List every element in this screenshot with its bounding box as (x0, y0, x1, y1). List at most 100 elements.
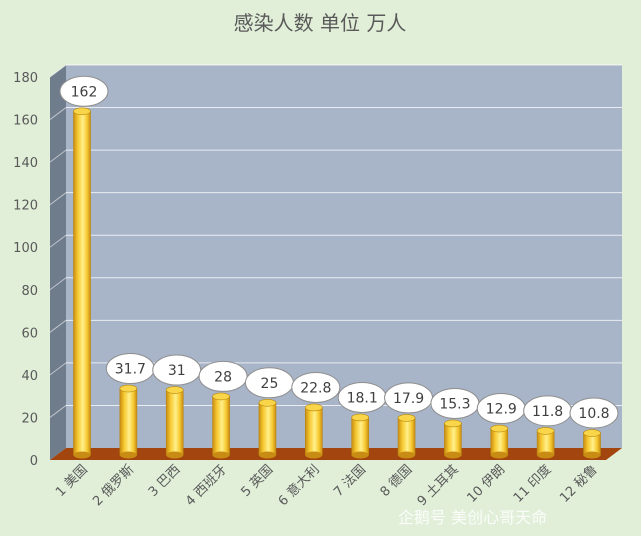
data-label: 162 (59, 75, 109, 107)
bar-base (166, 451, 184, 459)
bar-body (212, 396, 230, 456)
bar-base (490, 451, 508, 459)
gridline-side (49, 405, 67, 418)
bar-body (305, 407, 323, 456)
y-tick-label: 160 (13, 114, 38, 129)
data-label-text: 17.9 (393, 391, 424, 407)
y-axis: 0 20 40 60 80 100 120 140 160 180 (13, 71, 38, 469)
bar-body (165, 389, 184, 456)
x-tick-label: 1 美国 (53, 462, 91, 500)
bar (212, 392, 230, 459)
bar-top (490, 424, 509, 433)
data-label-text: 11.8 (532, 404, 563, 420)
y-tick-label: 0 (30, 454, 38, 469)
data-label-bubble (291, 371, 341, 403)
x-tick-label: 6 意大利 (275, 462, 323, 510)
data-label: 31.7 (105, 353, 155, 385)
gridline-side (49, 107, 67, 120)
bar (444, 419, 462, 459)
bar (258, 399, 277, 459)
gridline-side (49, 319, 67, 333)
gridline-side (49, 192, 67, 206)
bar (397, 414, 416, 459)
plot-back-wall (66, 65, 622, 448)
x-tick-label: 8 德国 (378, 462, 416, 500)
bars-group (73, 107, 601, 459)
bar-base (351, 451, 369, 459)
bar-body (73, 111, 91, 456)
bar-body (444, 423, 462, 456)
y-tick-label: 100 (13, 241, 38, 256)
x-tick-label: 4 西班牙 (183, 462, 230, 509)
y-tick-label: 40 (21, 369, 38, 384)
y-tick-label: 120 (13, 199, 38, 214)
bar-top (397, 414, 416, 422)
x-axis: 1 美国 2 俄罗斯 3 巴西 4 西班牙 5 英国 6 意大利 7 法国 8 德国 9 土耳其… (53, 462, 601, 510)
data-label: 22.8 (291, 371, 341, 403)
bar-base (119, 451, 137, 459)
bar-body (119, 388, 138, 456)
gridline-side (49, 362, 67, 376)
y-tick-label: 60 (21, 326, 38, 341)
x-tick-label: 3 巴西 (146, 462, 184, 500)
bar-body (351, 417, 369, 456)
data-label-text: 162 (71, 84, 98, 100)
x-tick-label: 9 土耳其 (415, 462, 462, 509)
bar-base (305, 451, 323, 459)
y-tick-label: 20 (21, 411, 38, 426)
y-tick-label: 180 (13, 71, 38, 86)
bar-top (583, 429, 601, 437)
bar-top (212, 392, 230, 401)
bar (536, 427, 555, 459)
data-label-text: 18.1 (347, 390, 378, 406)
bar-base (258, 451, 276, 459)
bar (351, 413, 369, 459)
bar-base (583, 451, 601, 459)
bar-top (73, 107, 91, 116)
bar (305, 403, 323, 459)
x-tick-label: 7 法国 (331, 462, 369, 500)
gridline-side (49, 277, 67, 291)
gridline-side (49, 64, 67, 78)
x-tick-label: 11 印度 (510, 462, 554, 506)
watermark-text: 企鹅号 美创心哥天命 (398, 508, 548, 527)
bar-base (73, 451, 91, 459)
x-tick-label: 10 伊朗 (464, 462, 508, 506)
bar (119, 384, 138, 459)
data-label-bubble (569, 397, 619, 429)
plot-area (49, 64, 622, 460)
bar (73, 107, 91, 459)
x-tick-label: 2 俄罗斯 (90, 462, 137, 509)
data-label: 10.8 (569, 397, 619, 429)
data-label-text: 15.3 (439, 396, 470, 412)
gridline-side (49, 234, 67, 248)
x-tick-label: 5 英国 (239, 462, 277, 500)
data-label: 11.8 (523, 395, 573, 427)
bar (490, 424, 509, 459)
bar-base (444, 451, 462, 459)
data-label-text: 12.9 (486, 402, 517, 418)
data-label-bubble (59, 75, 109, 107)
bar-top (258, 399, 277, 407)
data-label: 12.9 (476, 393, 526, 425)
bar-body (258, 402, 277, 456)
data-label-text: 25 (261, 376, 279, 392)
data-label: 15.3 (430, 387, 480, 419)
plot-side-wall (50, 65, 66, 460)
bar-top (165, 386, 184, 394)
x-tick-label: 12 秘鲁 (557, 462, 601, 506)
bar-body (397, 417, 416, 456)
bar-top (351, 413, 369, 422)
bar-base (398, 451, 416, 459)
chart-title: 感染人数 单位 万人 (234, 11, 407, 35)
plot-floor (50, 448, 622, 460)
bar-top (119, 384, 138, 393)
bar (583, 429, 601, 459)
gridline-side (49, 149, 67, 163)
bar-body (490, 428, 509, 456)
bar-top (305, 403, 323, 412)
bar (165, 386, 184, 459)
data-label: 17.9 (384, 382, 434, 414)
